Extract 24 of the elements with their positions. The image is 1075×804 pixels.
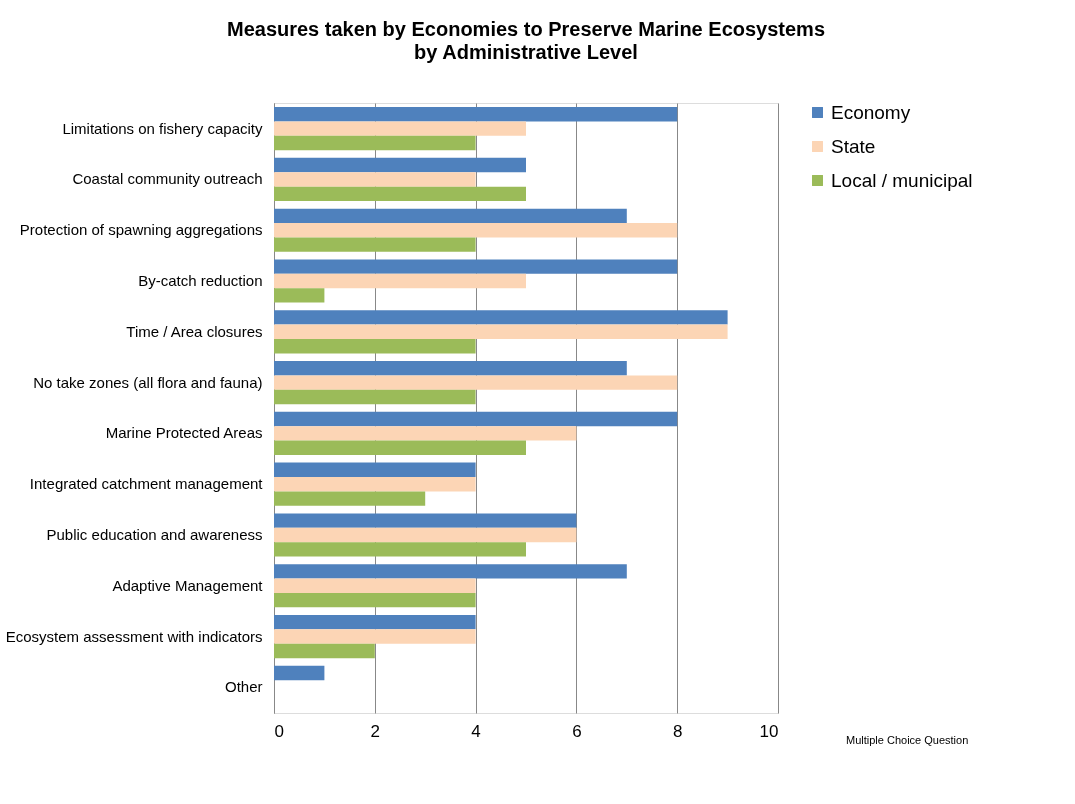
y-tick-label: Ecosystem assessment with indicators xyxy=(5,627,263,645)
legend-label: Economy xyxy=(831,101,911,123)
chart-subtitle: by Administrative Level xyxy=(414,41,638,63)
y-tick-label: By-catch reduction xyxy=(138,272,263,290)
y-tick-label: Coastal community outreach xyxy=(72,170,263,188)
x-tick-label: 6 xyxy=(572,721,582,741)
y-tick-label: Protection of spawning aggregations xyxy=(19,221,263,239)
x-tick-label: 4 xyxy=(471,721,481,741)
text: Multiple Choice Question xyxy=(846,734,969,746)
x-tick-label: 0 xyxy=(274,721,284,741)
x-tick-label: 10 xyxy=(759,721,779,741)
legend-label: Local / municipal xyxy=(831,169,973,191)
y-tick-label: Time / Area closures xyxy=(126,322,263,340)
y-tick-label: Adaptive Management xyxy=(112,576,264,594)
chart-title: Measures taken by Economies to Preserve Marine Ecosystems xyxy=(226,18,826,40)
y-tick-label: Integrated catchment management xyxy=(29,475,264,493)
y-tick-label: Limitations on fishery capacity xyxy=(62,119,263,137)
x-tick-label: 2 xyxy=(370,721,381,741)
y-tick-label: No take zones (all flora and fauna) xyxy=(33,373,263,391)
y-tick-label: Public education and awareness xyxy=(46,525,263,543)
legend-label: State xyxy=(831,135,876,157)
y-tick-label: Marine Protected Areas xyxy=(105,424,263,442)
x-tick-label: 8 xyxy=(672,721,683,741)
y-tick-label: Other xyxy=(224,678,263,696)
